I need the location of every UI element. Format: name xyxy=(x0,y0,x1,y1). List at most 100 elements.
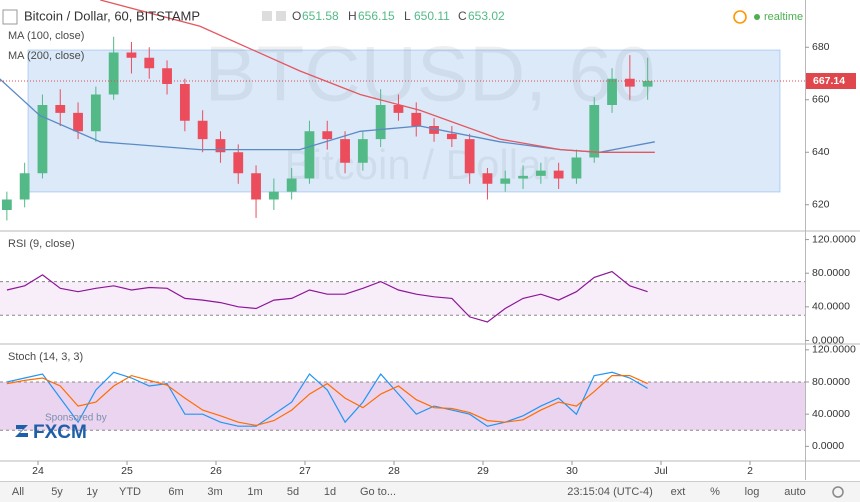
option-button[interactable]: % xyxy=(710,486,720,498)
y-tick-label: 620 xyxy=(812,199,830,211)
candle-body xyxy=(553,170,564,179)
range-button[interactable]: 1y xyxy=(86,486,98,498)
candle-body xyxy=(375,105,386,140)
ohlc-value: 651.58 xyxy=(302,9,339,23)
ohlc-value: 653.02 xyxy=(468,9,505,23)
range-button[interactable]: Go to... xyxy=(360,486,396,498)
candle-body xyxy=(73,112,83,132)
candle-body xyxy=(446,133,457,140)
x-tick-label: Jul xyxy=(654,465,667,477)
candle-body xyxy=(215,139,226,153)
range-button[interactable]: 1d xyxy=(324,486,336,498)
sponsor-brand: FXCM xyxy=(33,422,87,443)
range-box xyxy=(27,49,781,193)
last-price-label: 667.14 xyxy=(813,75,845,87)
indicator-label[interactable]: Stoch (14, 3, 3) xyxy=(8,351,83,363)
status-dot xyxy=(754,14,760,20)
y-tick-label: 80.0000 xyxy=(812,267,850,279)
y-tick-label: 0.0000 xyxy=(812,334,844,346)
x-tick-label: 24 xyxy=(32,465,44,477)
ohlc-name: O xyxy=(292,9,301,23)
candle-body xyxy=(126,52,137,58)
candle-body xyxy=(251,173,261,200)
ohlc-name: C xyxy=(458,9,467,23)
indicator-line xyxy=(6,371,648,427)
range-button[interactable]: All xyxy=(12,486,24,498)
candle-body xyxy=(90,94,101,132)
collapse-icon[interactable] xyxy=(2,9,18,25)
y-tick-label: 680 xyxy=(812,41,830,53)
moving-average xyxy=(100,0,655,153)
indicator-label[interactable]: RSI (9, close) xyxy=(8,238,75,250)
ohlc-value: 650.11 xyxy=(414,9,450,23)
ohlc-name: L xyxy=(404,9,411,23)
x-tick-label: 28 xyxy=(388,465,400,477)
toolbar xyxy=(0,482,860,502)
candle-body xyxy=(233,152,244,174)
candle-body xyxy=(607,78,617,105)
range-button[interactable]: 6m xyxy=(168,486,183,498)
candle-body xyxy=(1,199,12,210)
indicator-line xyxy=(6,374,648,427)
candle-body xyxy=(429,126,439,134)
clock: 23:15:04 (UTC-4) xyxy=(567,486,653,498)
settings-gear[interactable] xyxy=(832,486,844,498)
candle-body xyxy=(589,105,600,158)
x-tick-label: 26 xyxy=(210,465,222,477)
fxcm-emblem xyxy=(15,425,28,437)
x-tick-label: 29 xyxy=(477,465,489,477)
candle-body xyxy=(304,131,315,179)
y-tick-label: 120.0000 xyxy=(812,233,856,245)
alert-icon[interactable] xyxy=(733,10,747,24)
y-tick-label: 80.0000 xyxy=(812,376,850,388)
indicator-band xyxy=(0,381,805,431)
candle-body xyxy=(535,170,546,176)
candle-body xyxy=(357,139,368,163)
option-button[interactable]: ext xyxy=(671,486,686,498)
candle-body xyxy=(482,173,493,184)
candle-body xyxy=(500,178,511,184)
candle-body xyxy=(144,57,155,69)
candle-body xyxy=(464,139,475,174)
ohlc-value: 656.15 xyxy=(358,9,395,23)
indicator-label[interactable]: MA (200, close) xyxy=(8,50,84,62)
y-tick-label: 640 xyxy=(812,146,830,158)
y-tick-label: 0.0000 xyxy=(812,440,844,452)
candle-body xyxy=(642,81,653,87)
watermark-symbol: BTCUSD, 60 xyxy=(205,30,656,118)
range-button[interactable]: 3m xyxy=(207,486,222,498)
x-tick-label: 2 xyxy=(747,465,753,477)
x-tick-label: 25 xyxy=(121,465,133,477)
range-button[interactable]: 5y xyxy=(51,486,63,498)
option-button[interactable]: auto xyxy=(784,486,805,498)
y-tick-label: 40.0000 xyxy=(812,408,850,420)
indicator-band xyxy=(0,281,805,316)
x-tick-label: 30 xyxy=(566,465,578,477)
watermark-name: Bitcoin / Dollar xyxy=(285,141,556,188)
x-tick-label: 27 xyxy=(299,465,311,477)
sponsor-label: Sponsored by xyxy=(45,413,107,424)
indicator-label[interactable]: MA (100, close) xyxy=(8,30,84,42)
range-button[interactable]: YTD xyxy=(119,486,141,498)
candle-body xyxy=(55,105,66,113)
range-button[interactable]: 1m xyxy=(247,486,262,498)
plot xyxy=(0,0,805,431)
candle-body xyxy=(411,112,422,126)
hide-icon[interactable] xyxy=(276,11,286,21)
y-tick-label: 40.0000 xyxy=(812,301,850,313)
last-price-tag xyxy=(806,73,856,90)
candle-body xyxy=(197,120,208,140)
candle-body xyxy=(268,191,279,200)
indicator-line xyxy=(6,270,648,323)
settings-icon[interactable] xyxy=(262,11,272,21)
candle-body xyxy=(162,68,172,84)
y-tick-label: 660 xyxy=(812,94,830,106)
status: realtime xyxy=(764,11,803,23)
range-button[interactable]: 5d xyxy=(287,486,299,498)
symbol-title: Bitcoin / Dollar, 60, BITSTAMP xyxy=(24,8,200,23)
candle-body xyxy=(393,105,404,113)
candle-body xyxy=(179,84,190,121)
option-button[interactable]: log xyxy=(745,486,760,498)
